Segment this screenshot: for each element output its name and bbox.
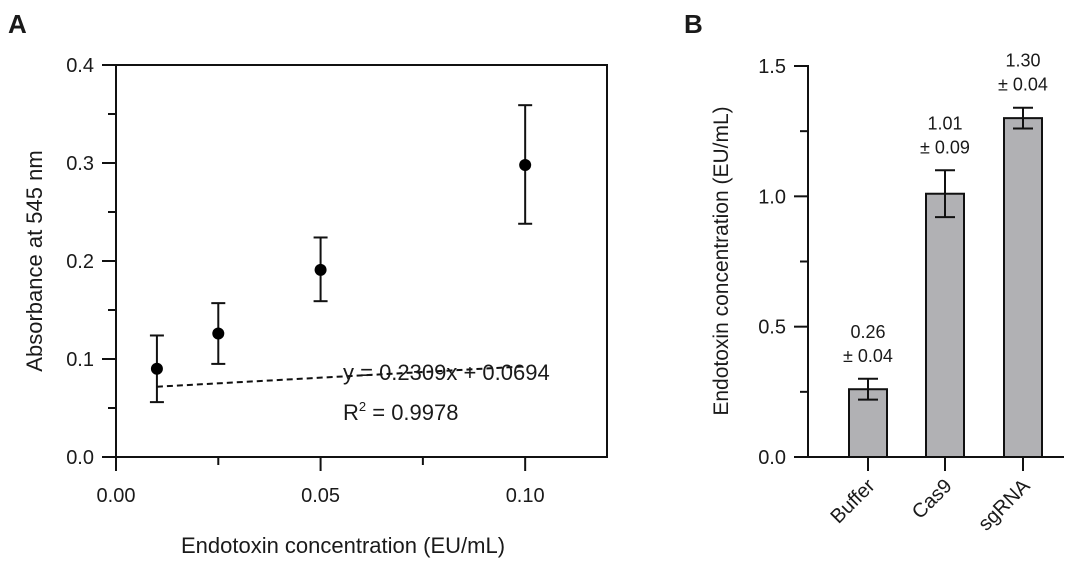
x-tick-label: sgRNA (974, 475, 1035, 536)
bar-cas9 (925, 192, 965, 459)
panel-label-a: A (8, 9, 27, 39)
x-tick-label: Buffer (827, 475, 880, 528)
x-tick-label: 0.05 (301, 485, 340, 507)
data-label-mean: 1.30 (1005, 51, 1040, 71)
data-point (519, 158, 532, 171)
y-axis-label: Endotoxin concentration (EU/mL) (710, 106, 733, 415)
y-tick-label: 0.5 (758, 317, 786, 339)
data-label-mean: 1.01 (927, 113, 962, 133)
x-tick-label: 0.10 (506, 485, 545, 507)
y-axis-label: Absorbance at 545 nm (22, 150, 47, 371)
data-label-sd: ± 0.04 (843, 346, 893, 366)
data-point (150, 362, 163, 375)
panel-a-scatter: 0.00 0.05 0.10 0.0 0.1 0.2 0.3 0.4 y = 0.2309x … (22, 55, 608, 558)
x-tick-label: 0.00 (97, 485, 136, 507)
data-point (314, 263, 327, 276)
bar-sgrna (1003, 117, 1043, 458)
y-tick-label: 0.1 (66, 349, 94, 371)
data-label-sd: ± 0.09 (920, 137, 970, 157)
y-tick-label: 0.3 (66, 153, 94, 175)
r-squared: R2 = 0.9978 (343, 399, 459, 425)
y-tick-label: 1.5 (758, 56, 786, 78)
data-label-mean: 0.26 (850, 322, 885, 342)
x-axis-label: Endotoxin concentration (EU/mL) (181, 533, 505, 558)
data-point (212, 327, 225, 340)
y-tick-label: 0.2 (66, 251, 94, 273)
y-tick-label: 0.4 (66, 55, 94, 77)
x-tick-label: Cas9 (908, 475, 957, 524)
fit-line (156, 365, 526, 388)
panel-label-b: B (684, 9, 703, 39)
y-tick-label: 0.0 (66, 447, 94, 469)
panel-b-bar: 0.0 0.5 1.0 1.5 0.26 ± 0.04 Buffer 1.01 ± 0.09 C… (710, 51, 1064, 536)
data-label-sd: ± 0.04 (998, 75, 1048, 95)
y-tick-label: 1.0 (758, 186, 786, 208)
y-tick-label: 0.0 (758, 447, 786, 469)
fit-equation: y = 0.2309x + 0.0694 (343, 360, 550, 385)
